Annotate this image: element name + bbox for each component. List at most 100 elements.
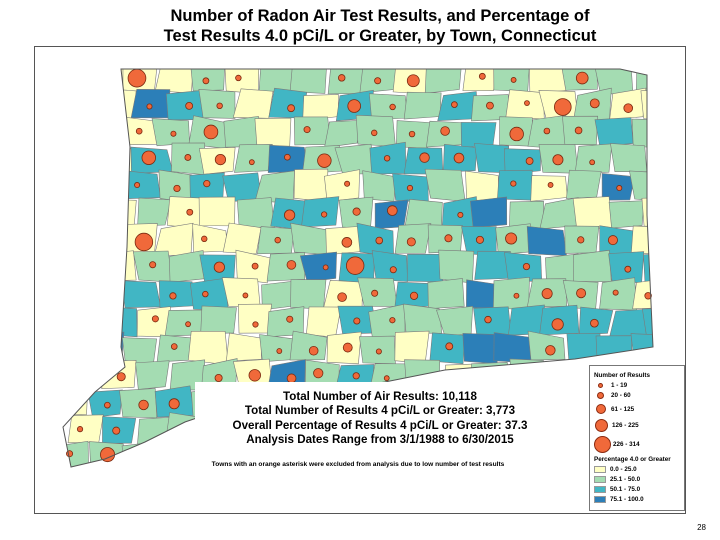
result-count-dot bbox=[453, 152, 465, 164]
map-frame: Number of Results 1 - 19 20 - 60 61 - 12… bbox=[34, 46, 686, 514]
town-polygon bbox=[290, 279, 327, 310]
result-count-dot bbox=[353, 317, 361, 325]
town-polygon bbox=[504, 148, 541, 175]
size-dot-icon bbox=[597, 392, 604, 399]
town-polygon bbox=[158, 280, 195, 309]
result-count-dot bbox=[202, 77, 210, 85]
result-count-dot bbox=[168, 398, 180, 410]
result-count-dot bbox=[383, 155, 391, 162]
result-count-dot bbox=[170, 130, 177, 137]
result-count-dot bbox=[248, 369, 261, 382]
result-count-dot bbox=[513, 292, 520, 299]
town-polygon bbox=[403, 303, 443, 334]
result-count-dot bbox=[169, 292, 177, 300]
result-count-dot bbox=[134, 182, 141, 189]
result-count-dot bbox=[141, 150, 156, 165]
result-count-dot bbox=[252, 321, 259, 328]
result-count-dot bbox=[389, 266, 397, 274]
result-count-dot bbox=[76, 426, 84, 433]
result-count-dot bbox=[248, 159, 255, 166]
result-count-dot bbox=[287, 104, 295, 113]
result-count-dot bbox=[308, 345, 319, 356]
result-count-dot bbox=[138, 399, 149, 411]
result-count-dot bbox=[577, 236, 585, 244]
town-polygon bbox=[594, 117, 634, 147]
result-count-dot bbox=[551, 318, 564, 331]
result-count-dot bbox=[352, 207, 361, 216]
result-count-dot bbox=[624, 265, 632, 273]
town-polygon bbox=[130, 89, 171, 119]
town-polygon bbox=[221, 277, 261, 308]
town-polygon bbox=[507, 304, 546, 336]
result-count-dot bbox=[383, 375, 390, 382]
result-count-dot bbox=[344, 180, 351, 187]
result-count-dot bbox=[185, 102, 194, 110]
town-polygon bbox=[493, 276, 530, 311]
result-count-dot bbox=[589, 98, 600, 109]
result-count-dot bbox=[203, 180, 211, 188]
map-title: Number of Radon Air Test Results, and Pe… bbox=[100, 6, 660, 46]
result-count-dot bbox=[317, 153, 332, 168]
result-count-dot bbox=[321, 211, 328, 218]
town-polygon bbox=[609, 308, 648, 337]
town-polygon bbox=[406, 253, 444, 283]
legend-count-row: 126 - 225 bbox=[594, 419, 639, 432]
result-count-dot bbox=[135, 127, 143, 135]
page-number: 28 bbox=[697, 523, 706, 532]
result-count-dot bbox=[112, 426, 121, 435]
result-count-dot bbox=[505, 232, 518, 245]
result-count-dot bbox=[409, 291, 419, 300]
town-polygon bbox=[493, 332, 532, 364]
result-count-dot bbox=[201, 235, 208, 243]
result-count-dot bbox=[214, 374, 223, 383]
stat-results-over-threshold: Total Number of Results 4 pCi/L or Great… bbox=[244, 404, 516, 418]
result-count-dot bbox=[347, 99, 362, 113]
town-polygon bbox=[67, 414, 104, 444]
town-polygon bbox=[306, 306, 342, 338]
town-polygon bbox=[268, 87, 308, 119]
town-polygon bbox=[234, 144, 273, 173]
class-swatch-icon bbox=[594, 486, 606, 493]
town-polygon bbox=[120, 280, 161, 309]
town-polygon bbox=[427, 278, 465, 310]
town-polygon bbox=[610, 143, 648, 173]
legend-class-row: 50.1 - 75.0 bbox=[594, 486, 640, 493]
exclusion-note: Towns with an orange asterisk were exclu… bbox=[211, 461, 505, 468]
legend-class-row: 0.0 - 25.0 bbox=[594, 466, 637, 473]
town-polygon bbox=[190, 69, 226, 92]
town-polygon bbox=[166, 196, 204, 230]
class-swatch-icon bbox=[594, 496, 606, 503]
result-count-dot bbox=[173, 184, 181, 193]
result-count-dot bbox=[286, 260, 297, 270]
town-polygon bbox=[135, 360, 170, 390]
town-polygon bbox=[189, 277, 229, 311]
town-polygon bbox=[236, 197, 275, 228]
result-count-dot bbox=[478, 72, 486, 80]
result-count-dot bbox=[574, 126, 583, 135]
town-polygon bbox=[608, 200, 645, 229]
town-polygon bbox=[371, 250, 408, 282]
result-count-dot bbox=[545, 345, 556, 356]
town-polygon bbox=[394, 330, 430, 364]
class-swatch-icon bbox=[594, 476, 606, 483]
result-count-dot bbox=[510, 180, 517, 187]
result-count-dot bbox=[352, 372, 360, 380]
title-line-2: Test Results 4.0 pCi/L or Greater, by To… bbox=[163, 27, 597, 45]
result-count-dot bbox=[184, 154, 192, 161]
result-count-dot bbox=[251, 262, 259, 270]
legend-count-title: Number of Results bbox=[594, 372, 650, 379]
result-count-dot bbox=[375, 236, 384, 245]
town-polygon bbox=[473, 306, 512, 338]
result-count-dot bbox=[170, 343, 178, 350]
result-count-dot bbox=[590, 318, 599, 328]
town-polygon bbox=[424, 168, 466, 202]
result-count-dot bbox=[202, 290, 209, 298]
result-count-dot bbox=[185, 321, 191, 328]
result-count-dot bbox=[371, 129, 378, 137]
result-count-dot bbox=[541, 288, 553, 300]
result-count-dot bbox=[342, 342, 353, 353]
result-count-dot bbox=[457, 211, 464, 218]
result-count-dot bbox=[406, 74, 420, 88]
size-dot-icon bbox=[594, 436, 611, 453]
result-count-dot bbox=[406, 237, 416, 247]
